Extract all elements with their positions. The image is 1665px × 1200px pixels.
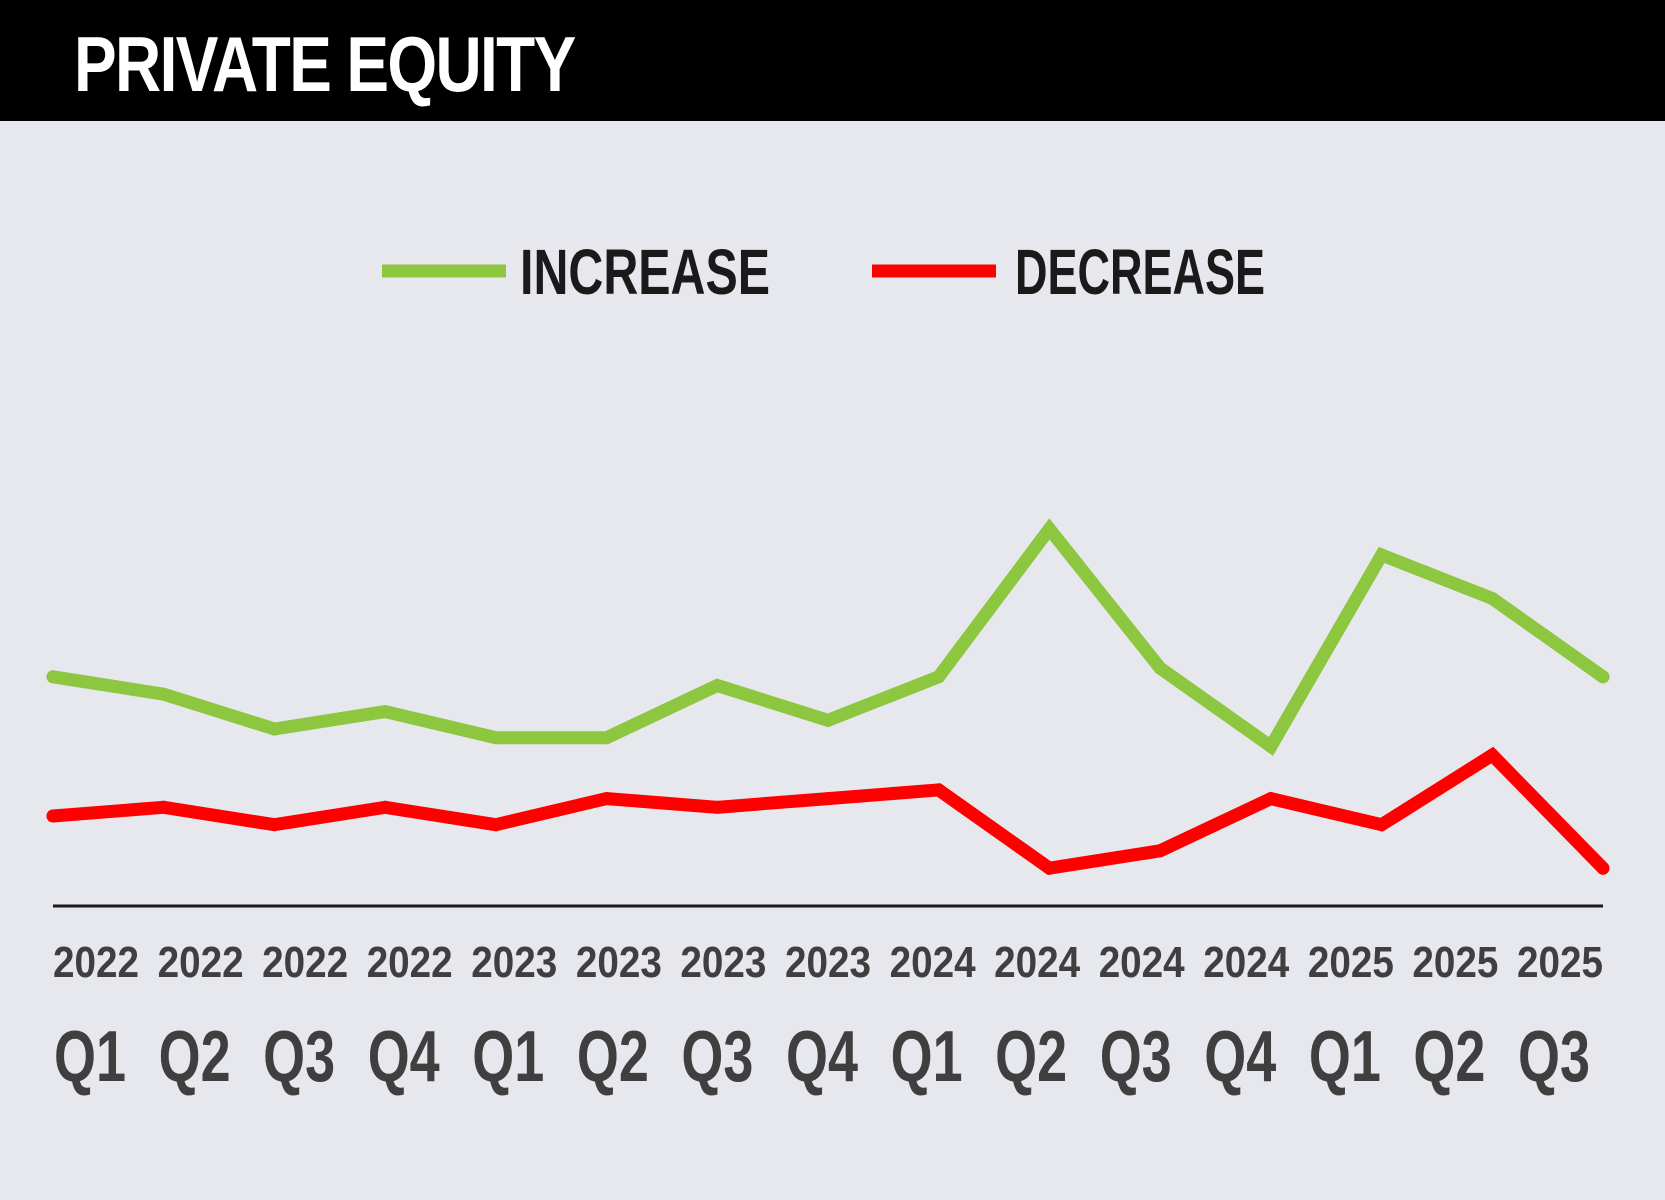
data-point-decrease-11 bbox=[1153, 844, 1167, 858]
data-point-increase-10 bbox=[1042, 522, 1056, 536]
x-tick-quarter: Q1 bbox=[472, 1017, 544, 1097]
x-tick-quarter: Q1 bbox=[891, 1017, 963, 1097]
x-tick-year: 2025 bbox=[1412, 938, 1498, 987]
legend-label-increase: INCREASE bbox=[520, 236, 770, 308]
data-point-increase-7 bbox=[710, 679, 724, 692]
x-tick-year: 2023 bbox=[471, 938, 557, 987]
page-title: PRIVATE EQUITY bbox=[74, 20, 576, 108]
data-point-decrease-2 bbox=[157, 800, 171, 814]
x-tick-quarter: Q1 bbox=[54, 1017, 126, 1097]
x-tick-quarter: Q1 bbox=[1309, 1017, 1381, 1097]
x-tick-quarter: Q2 bbox=[159, 1017, 231, 1097]
header-bar: PRIVATE EQUITY bbox=[0, 0, 1665, 121]
x-tick-quarter: Q4 bbox=[368, 1017, 440, 1097]
x-tick-quarter: Q2 bbox=[1413, 1017, 1485, 1097]
line-chart: INCREASE DECREASE 2022 Q1 2022 Q2 2022 Q3 2022 Q4… bbox=[0, 121, 1665, 1200]
x-tick-quarter: Q4 bbox=[786, 1017, 858, 1097]
x-tick-year: 2025 bbox=[1308, 938, 1394, 987]
data-point-decrease-12 bbox=[1264, 792, 1278, 806]
x-tick-year: 2022 bbox=[158, 938, 244, 987]
data-point-increase-5 bbox=[489, 731, 503, 745]
x-tick-quarter: Q3 bbox=[1100, 1017, 1172, 1097]
data-point-decrease-1 bbox=[46, 809, 60, 823]
data-point-decrease-3 bbox=[267, 818, 281, 832]
data-point-decrease-7 bbox=[710, 800, 724, 814]
data-point-decrease-13 bbox=[1375, 818, 1389, 832]
legend-item-increase: INCREASE bbox=[382, 236, 770, 308]
x-tick-quarter: Q3 bbox=[1518, 1017, 1590, 1097]
data-point-decrease-4 bbox=[378, 800, 392, 814]
x-tick-year: 2024 bbox=[890, 938, 976, 987]
data-point-decrease-6 bbox=[600, 792, 614, 806]
x-tick-year: 2024 bbox=[1099, 938, 1185, 987]
chart-legend: INCREASE DECREASE bbox=[382, 236, 1265, 308]
data-point-increase-12 bbox=[1264, 739, 1278, 753]
data-point-increase-2 bbox=[157, 687, 171, 701]
x-tick-year: 2022 bbox=[367, 938, 453, 987]
data-point-decrease-5 bbox=[489, 818, 503, 832]
series-line-decrease bbox=[46, 746, 1610, 876]
x-tick-year: 2023 bbox=[785, 938, 871, 987]
data-point-increase-4 bbox=[378, 705, 392, 719]
x-tick-quarter: Q4 bbox=[1204, 1017, 1276, 1097]
data-point-decrease-15 bbox=[1596, 861, 1610, 875]
data-point-increase-9 bbox=[932, 670, 946, 684]
data-point-increase-14 bbox=[1485, 592, 1499, 605]
data-point-increase-8 bbox=[821, 713, 835, 727]
x-tick-quarter: Q3 bbox=[263, 1017, 335, 1097]
x-tick-year: 2022 bbox=[53, 938, 139, 987]
data-point-increase-15 bbox=[1596, 670, 1610, 684]
legend-label-decrease: DECREASE bbox=[1015, 236, 1265, 308]
x-tick-quarter: Q2 bbox=[995, 1017, 1067, 1097]
x-tick-quarter: Q3 bbox=[681, 1017, 753, 1097]
x-tick-year: 2022 bbox=[262, 938, 348, 987]
data-point-decrease-9 bbox=[932, 783, 946, 797]
legend-item-decrease: DECREASE bbox=[872, 236, 1265, 308]
chart-svg: INCREASE DECREASE 2022 Q1 2022 Q2 2022 Q3 2022 Q4… bbox=[46, 236, 1610, 1097]
data-point-increase-13 bbox=[1375, 548, 1389, 562]
data-point-decrease-10 bbox=[1042, 861, 1056, 875]
x-tick-year: 2024 bbox=[1203, 938, 1289, 987]
series-line-increase bbox=[46, 518, 1610, 756]
x-tick-quarter: Q2 bbox=[577, 1017, 649, 1097]
data-point-increase-3 bbox=[267, 722, 281, 736]
data-point-decrease-14 bbox=[1485, 748, 1499, 762]
x-tick-year: 2024 bbox=[994, 938, 1080, 987]
x-tick-year: 2023 bbox=[680, 938, 766, 987]
data-point-decrease-8 bbox=[821, 792, 835, 806]
x-tick-year: 2023 bbox=[576, 938, 662, 987]
data-point-increase-11 bbox=[1153, 661, 1167, 675]
x-tick-year: 2025 bbox=[1517, 938, 1603, 987]
data-point-increase-6 bbox=[600, 731, 614, 745]
data-point-increase-1 bbox=[46, 670, 60, 684]
